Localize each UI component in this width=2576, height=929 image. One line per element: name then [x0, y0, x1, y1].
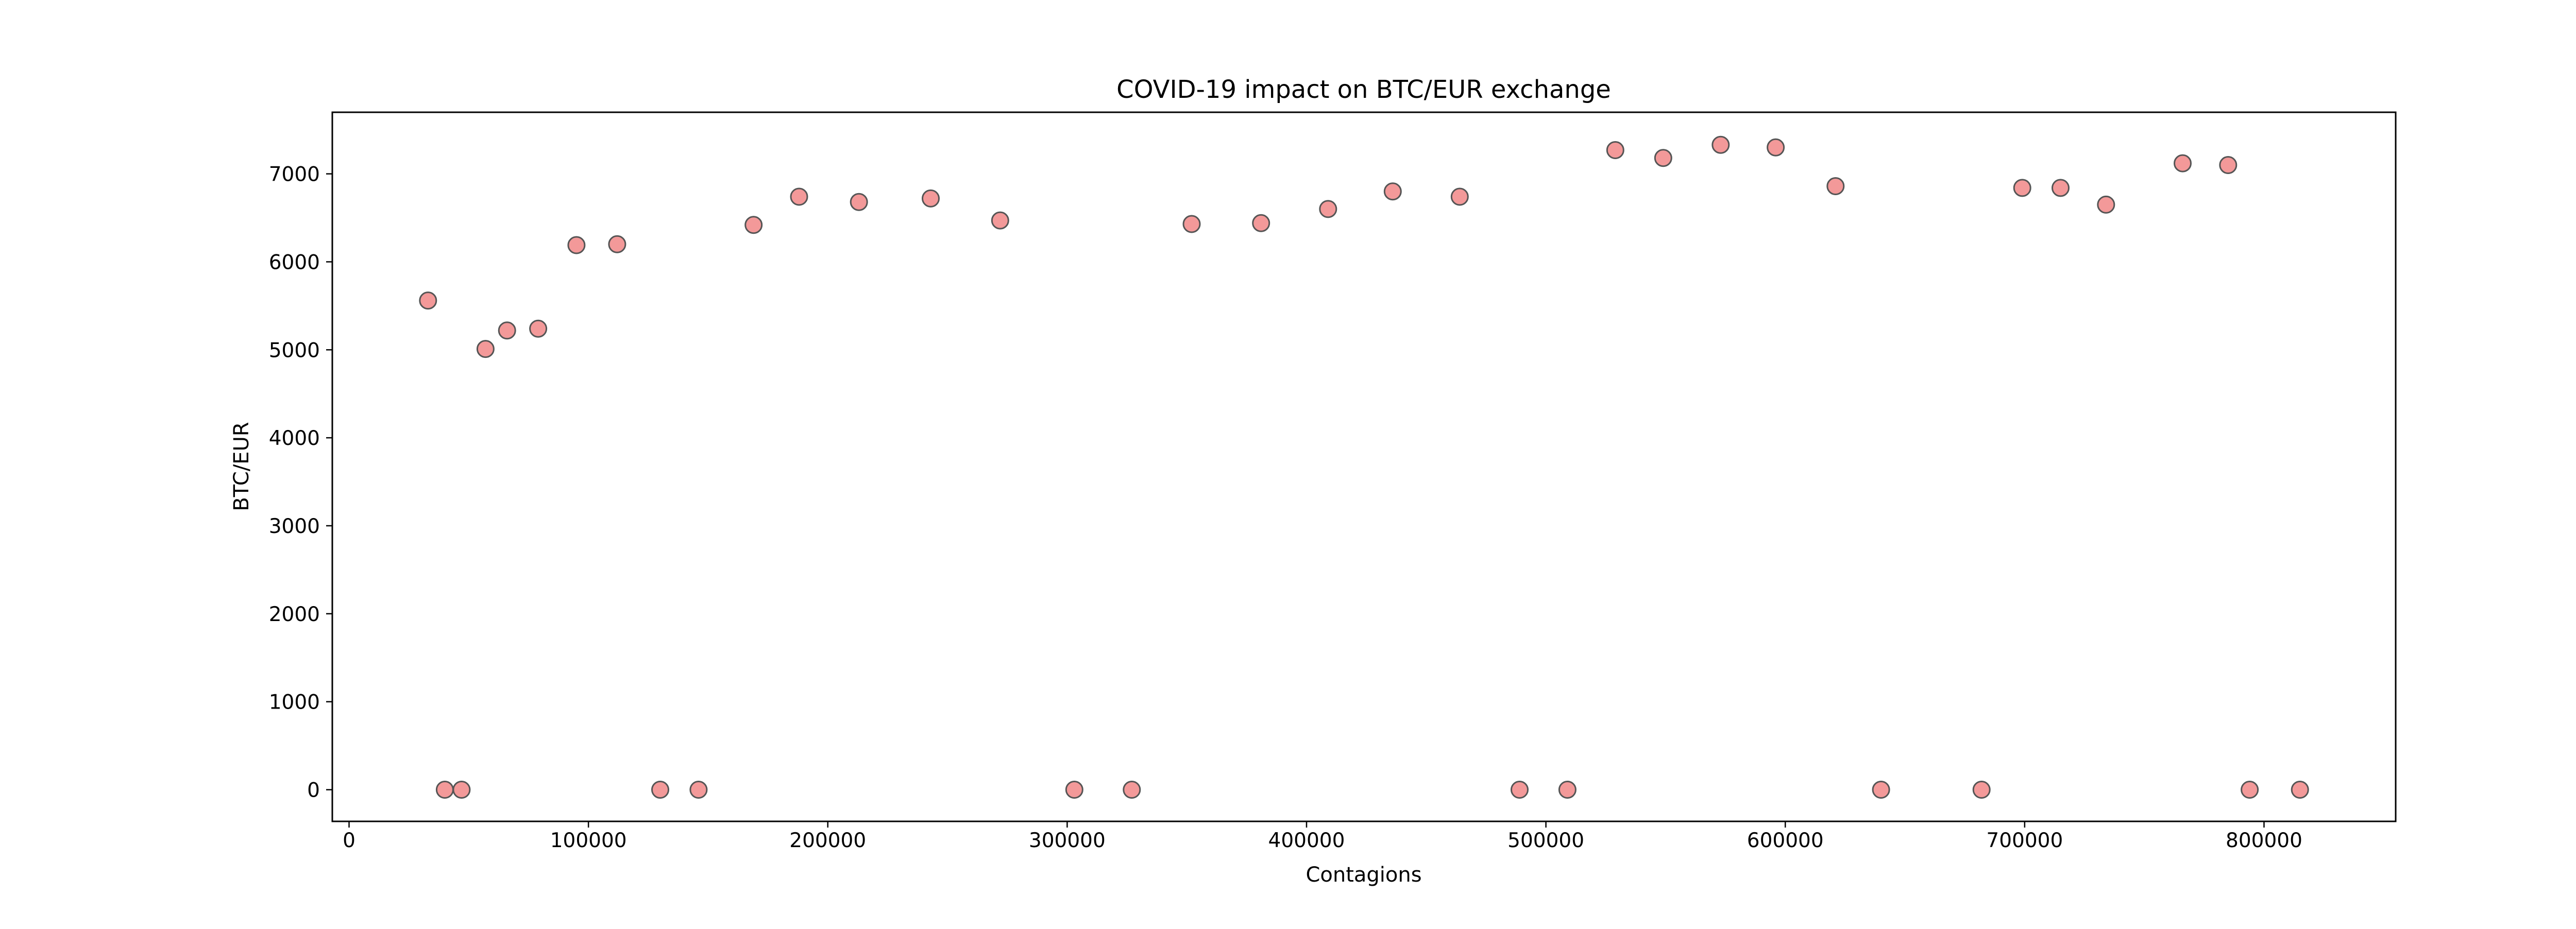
data-point [476, 340, 495, 358]
data-point [2291, 781, 2309, 799]
y-tick-label: 5000 [269, 339, 320, 362]
data-point [689, 781, 708, 799]
y-tick-label: 2000 [269, 603, 320, 626]
data-point [1558, 781, 1577, 799]
x-tick-label: 200000 [789, 829, 866, 852]
data-point [2013, 179, 2031, 197]
x-tick-label: 400000 [1268, 829, 1345, 852]
data-point [1767, 138, 1785, 157]
data-point [2219, 156, 2238, 174]
x-tick-label: 800000 [2226, 829, 2302, 852]
data-point [1319, 200, 1337, 218]
y-axis-label: BTC/EUR [230, 422, 253, 511]
data-point [1182, 215, 1201, 233]
data-point [790, 187, 808, 206]
data-point [1606, 141, 1624, 159]
data-point [1826, 177, 1845, 195]
x-tick-label: 500000 [1507, 829, 1584, 852]
data-point [1511, 781, 1529, 799]
data-point [419, 291, 437, 310]
chart-title: COVID-19 impact on BTC/EUR exchange [1116, 75, 1611, 104]
x-tick-label: 700000 [1986, 829, 2063, 852]
data-point [1711, 135, 1730, 154]
data-point [452, 781, 471, 799]
y-tick-label: 3000 [269, 515, 320, 538]
data-point [1123, 781, 1141, 799]
data-point [608, 235, 626, 253]
y-tick-label: 1000 [269, 691, 320, 714]
data-point [1065, 781, 1083, 799]
points-layer [419, 135, 2309, 799]
y-tick-label: 7000 [269, 163, 320, 186]
data-point [1450, 187, 1469, 206]
plot-area [332, 112, 2396, 821]
x-axis-label: Contagions [1306, 863, 1421, 887]
x-tick-label: 100000 [550, 829, 627, 852]
y-tick-label: 4000 [269, 427, 320, 450]
x-tick-label: 300000 [1029, 829, 1106, 852]
data-point [567, 236, 586, 254]
data-point [529, 319, 548, 338]
data-point [1972, 781, 1991, 799]
y-tick-label: 6000 [269, 251, 320, 274]
data-point [2241, 781, 2259, 799]
data-point [1872, 781, 1890, 799]
data-point [1654, 149, 1672, 167]
data-point [2097, 195, 2115, 214]
x-axis-ticks: 0 100000 200000 300000 400000 500000 600000 700… [343, 821, 2302, 852]
data-point [1383, 182, 1402, 201]
plot-frame [331, 111, 2397, 822]
data-point [922, 189, 940, 208]
data-point [991, 211, 1009, 230]
data-point [2052, 179, 2070, 197]
data-point [435, 781, 454, 799]
data-point [850, 193, 868, 211]
data-point [651, 781, 669, 799]
y-tick-label: 0 [307, 779, 320, 802]
y-axis-ticks: 0 1000 2000 3000 4000 5000 6000 7000 [269, 163, 332, 802]
data-point [498, 321, 516, 340]
data-point [2174, 154, 2192, 173]
data-point [1252, 214, 1270, 232]
data-point [744, 216, 763, 234]
x-tick-label: 0 [343, 829, 355, 852]
x-tick-label: 600000 [1747, 829, 1824, 852]
